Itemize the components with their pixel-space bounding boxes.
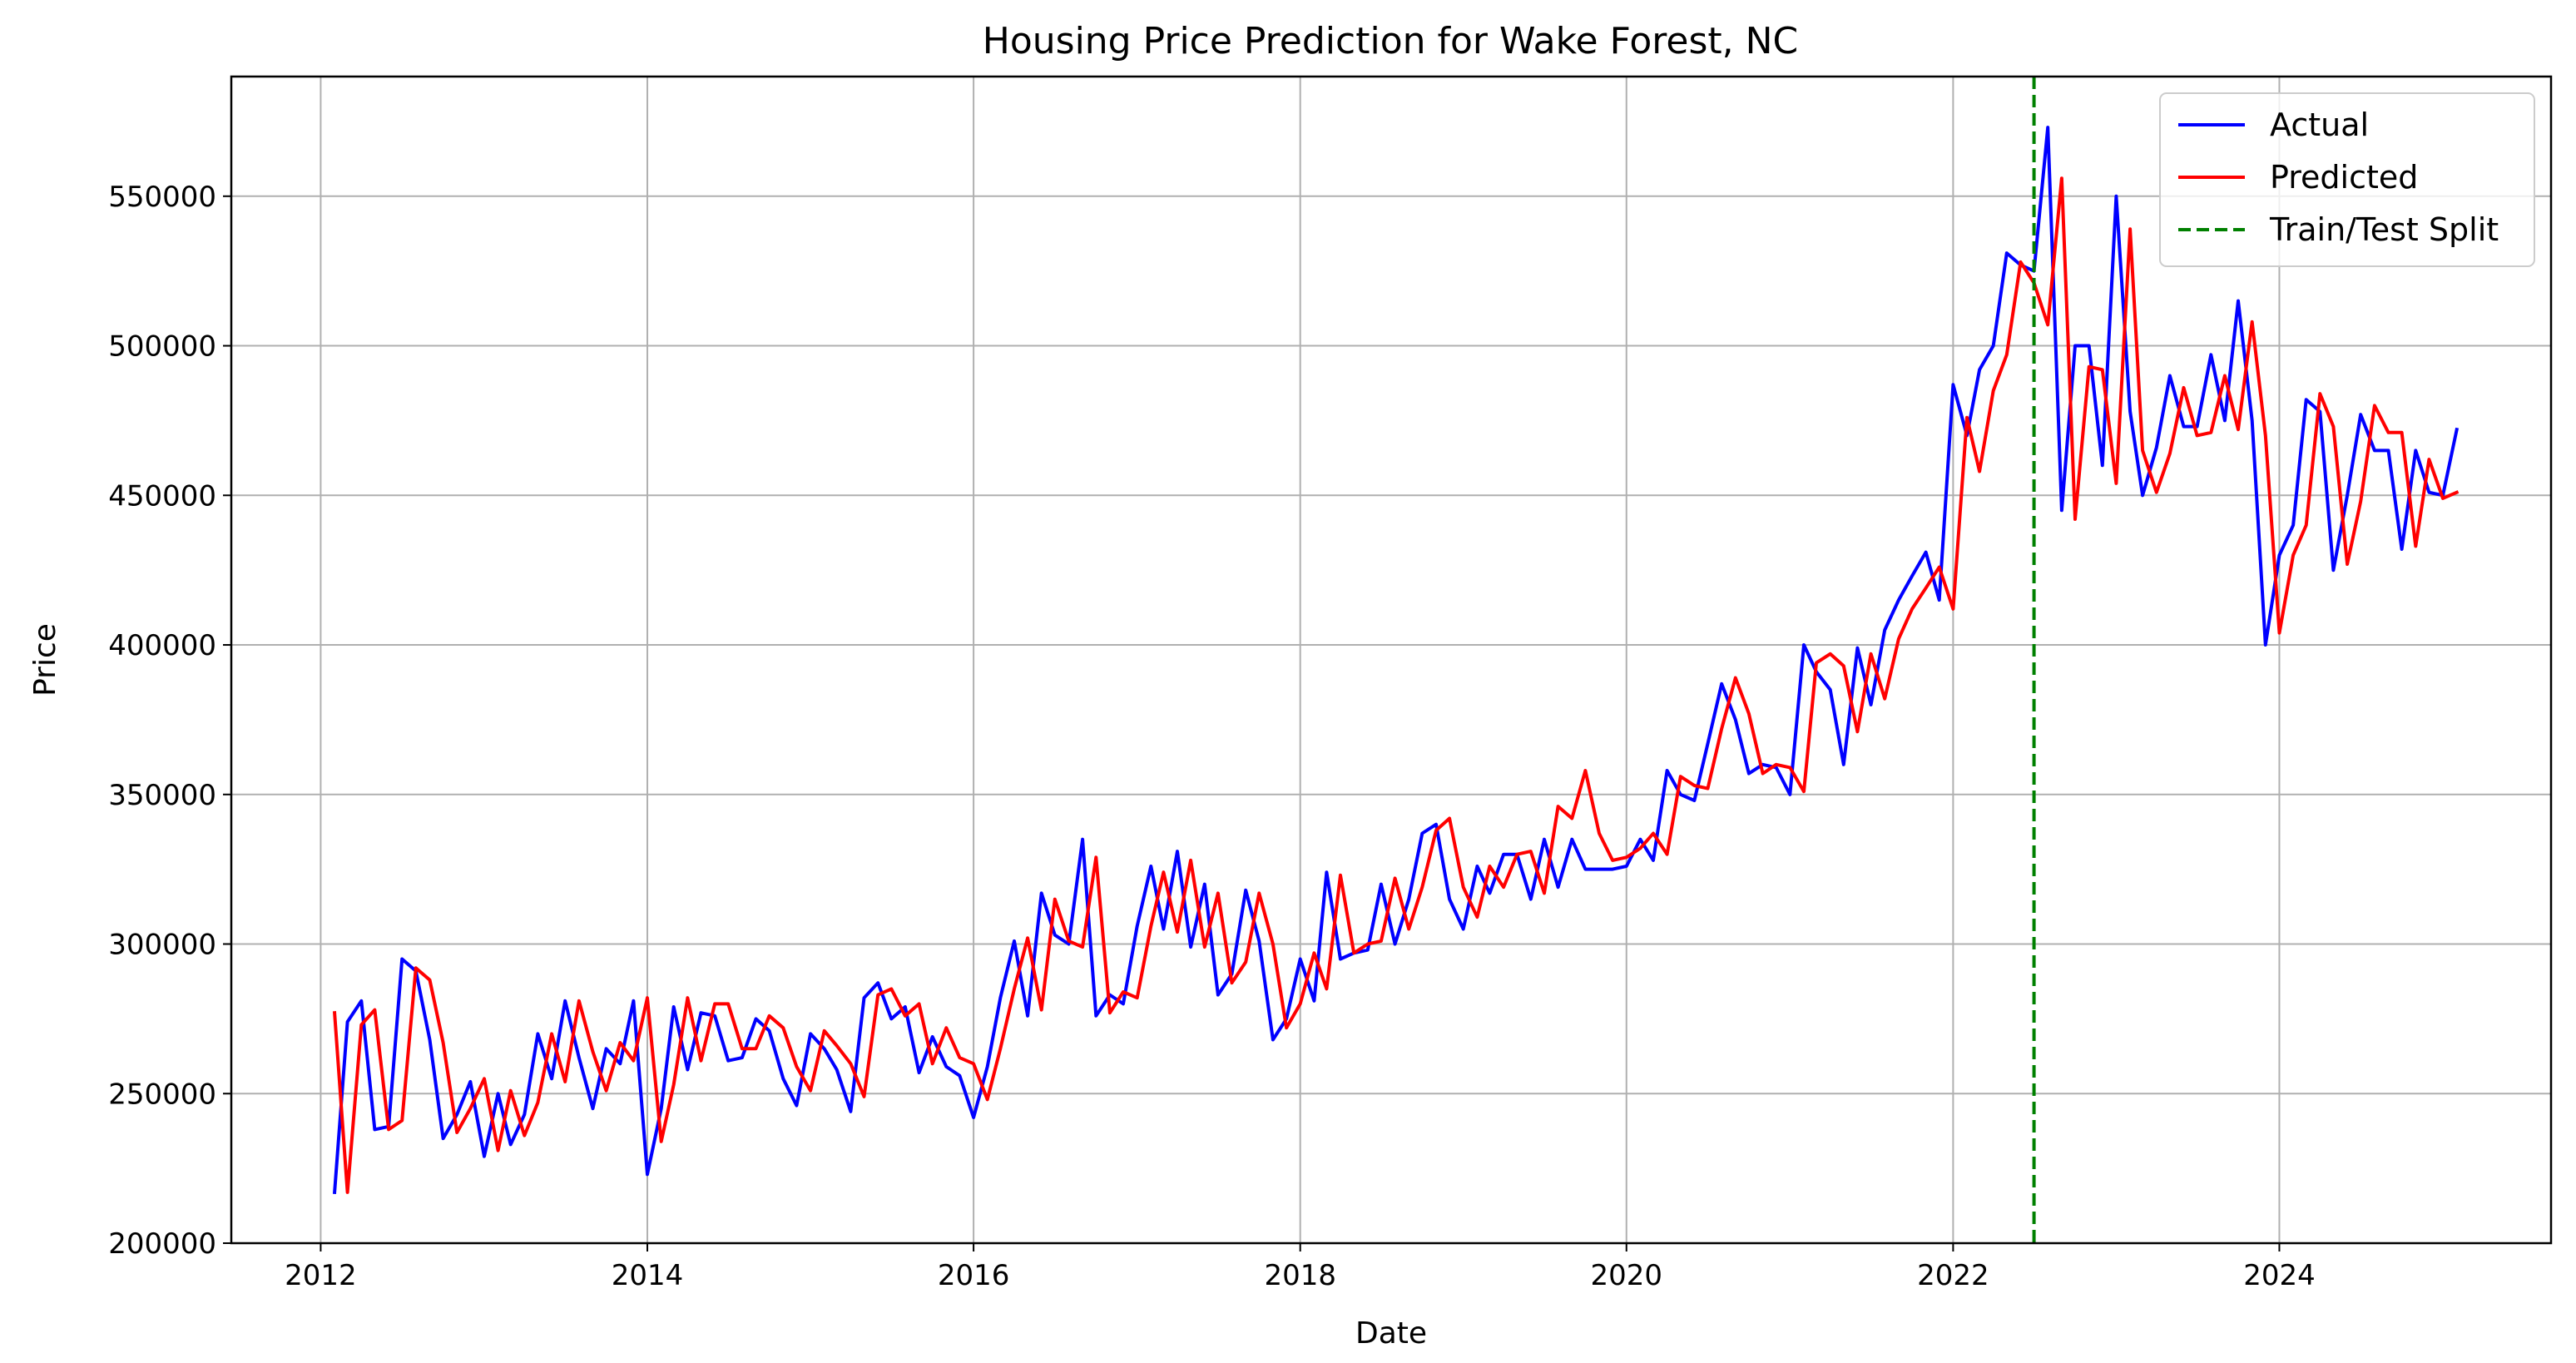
series-line-predicted (332, 176, 2460, 1194)
legend-label: Train/Test Split (2269, 211, 2499, 248)
y-tick-label: 250000 (108, 1078, 216, 1111)
legend: Actual Predicted Train/Test Split (2159, 92, 2535, 267)
legend-label: Actual (2270, 107, 2369, 143)
x-tick-label: 2014 (612, 1259, 684, 1292)
x-tick-label: 2016 (938, 1259, 1010, 1292)
y-tick-label: 300000 (108, 929, 216, 962)
y-tick-label: 550000 (108, 181, 216, 214)
x-axis-label: Date (1355, 1316, 1427, 1351)
y-tick-label: 200000 (108, 1227, 216, 1261)
x-tick-label: 2018 (1264, 1259, 1336, 1292)
x-tick-label: 2012 (285, 1259, 357, 1292)
y-tick-label: 350000 (108, 779, 216, 812)
x-tick-label: 2022 (1917, 1259, 1989, 1292)
y-axis-label: Price (28, 623, 62, 696)
plot-lines (332, 77, 2460, 1243)
chart-title: Housing Price Prediction for Wake Forest… (983, 20, 1798, 62)
plot-frame (230, 75, 2553, 1245)
legend-label: Predicted (2270, 159, 2418, 196)
x-tick-label: 2024 (2243, 1259, 2316, 1292)
series-line-actual (332, 126, 2460, 1195)
y-tick-label: 500000 (108, 330, 216, 364)
legend-box (2159, 92, 2535, 267)
x-tick-label: 2020 (1591, 1259, 1663, 1292)
y-axis: 200000 250000 300000 350000 400000 450000 5000… (108, 181, 231, 1261)
x-axis: 2012 2014 2016 2018 2020 2022 2024 (285, 1243, 2316, 1292)
y-tick-label: 450000 (108, 479, 216, 513)
y-tick-label: 400000 (108, 629, 216, 662)
